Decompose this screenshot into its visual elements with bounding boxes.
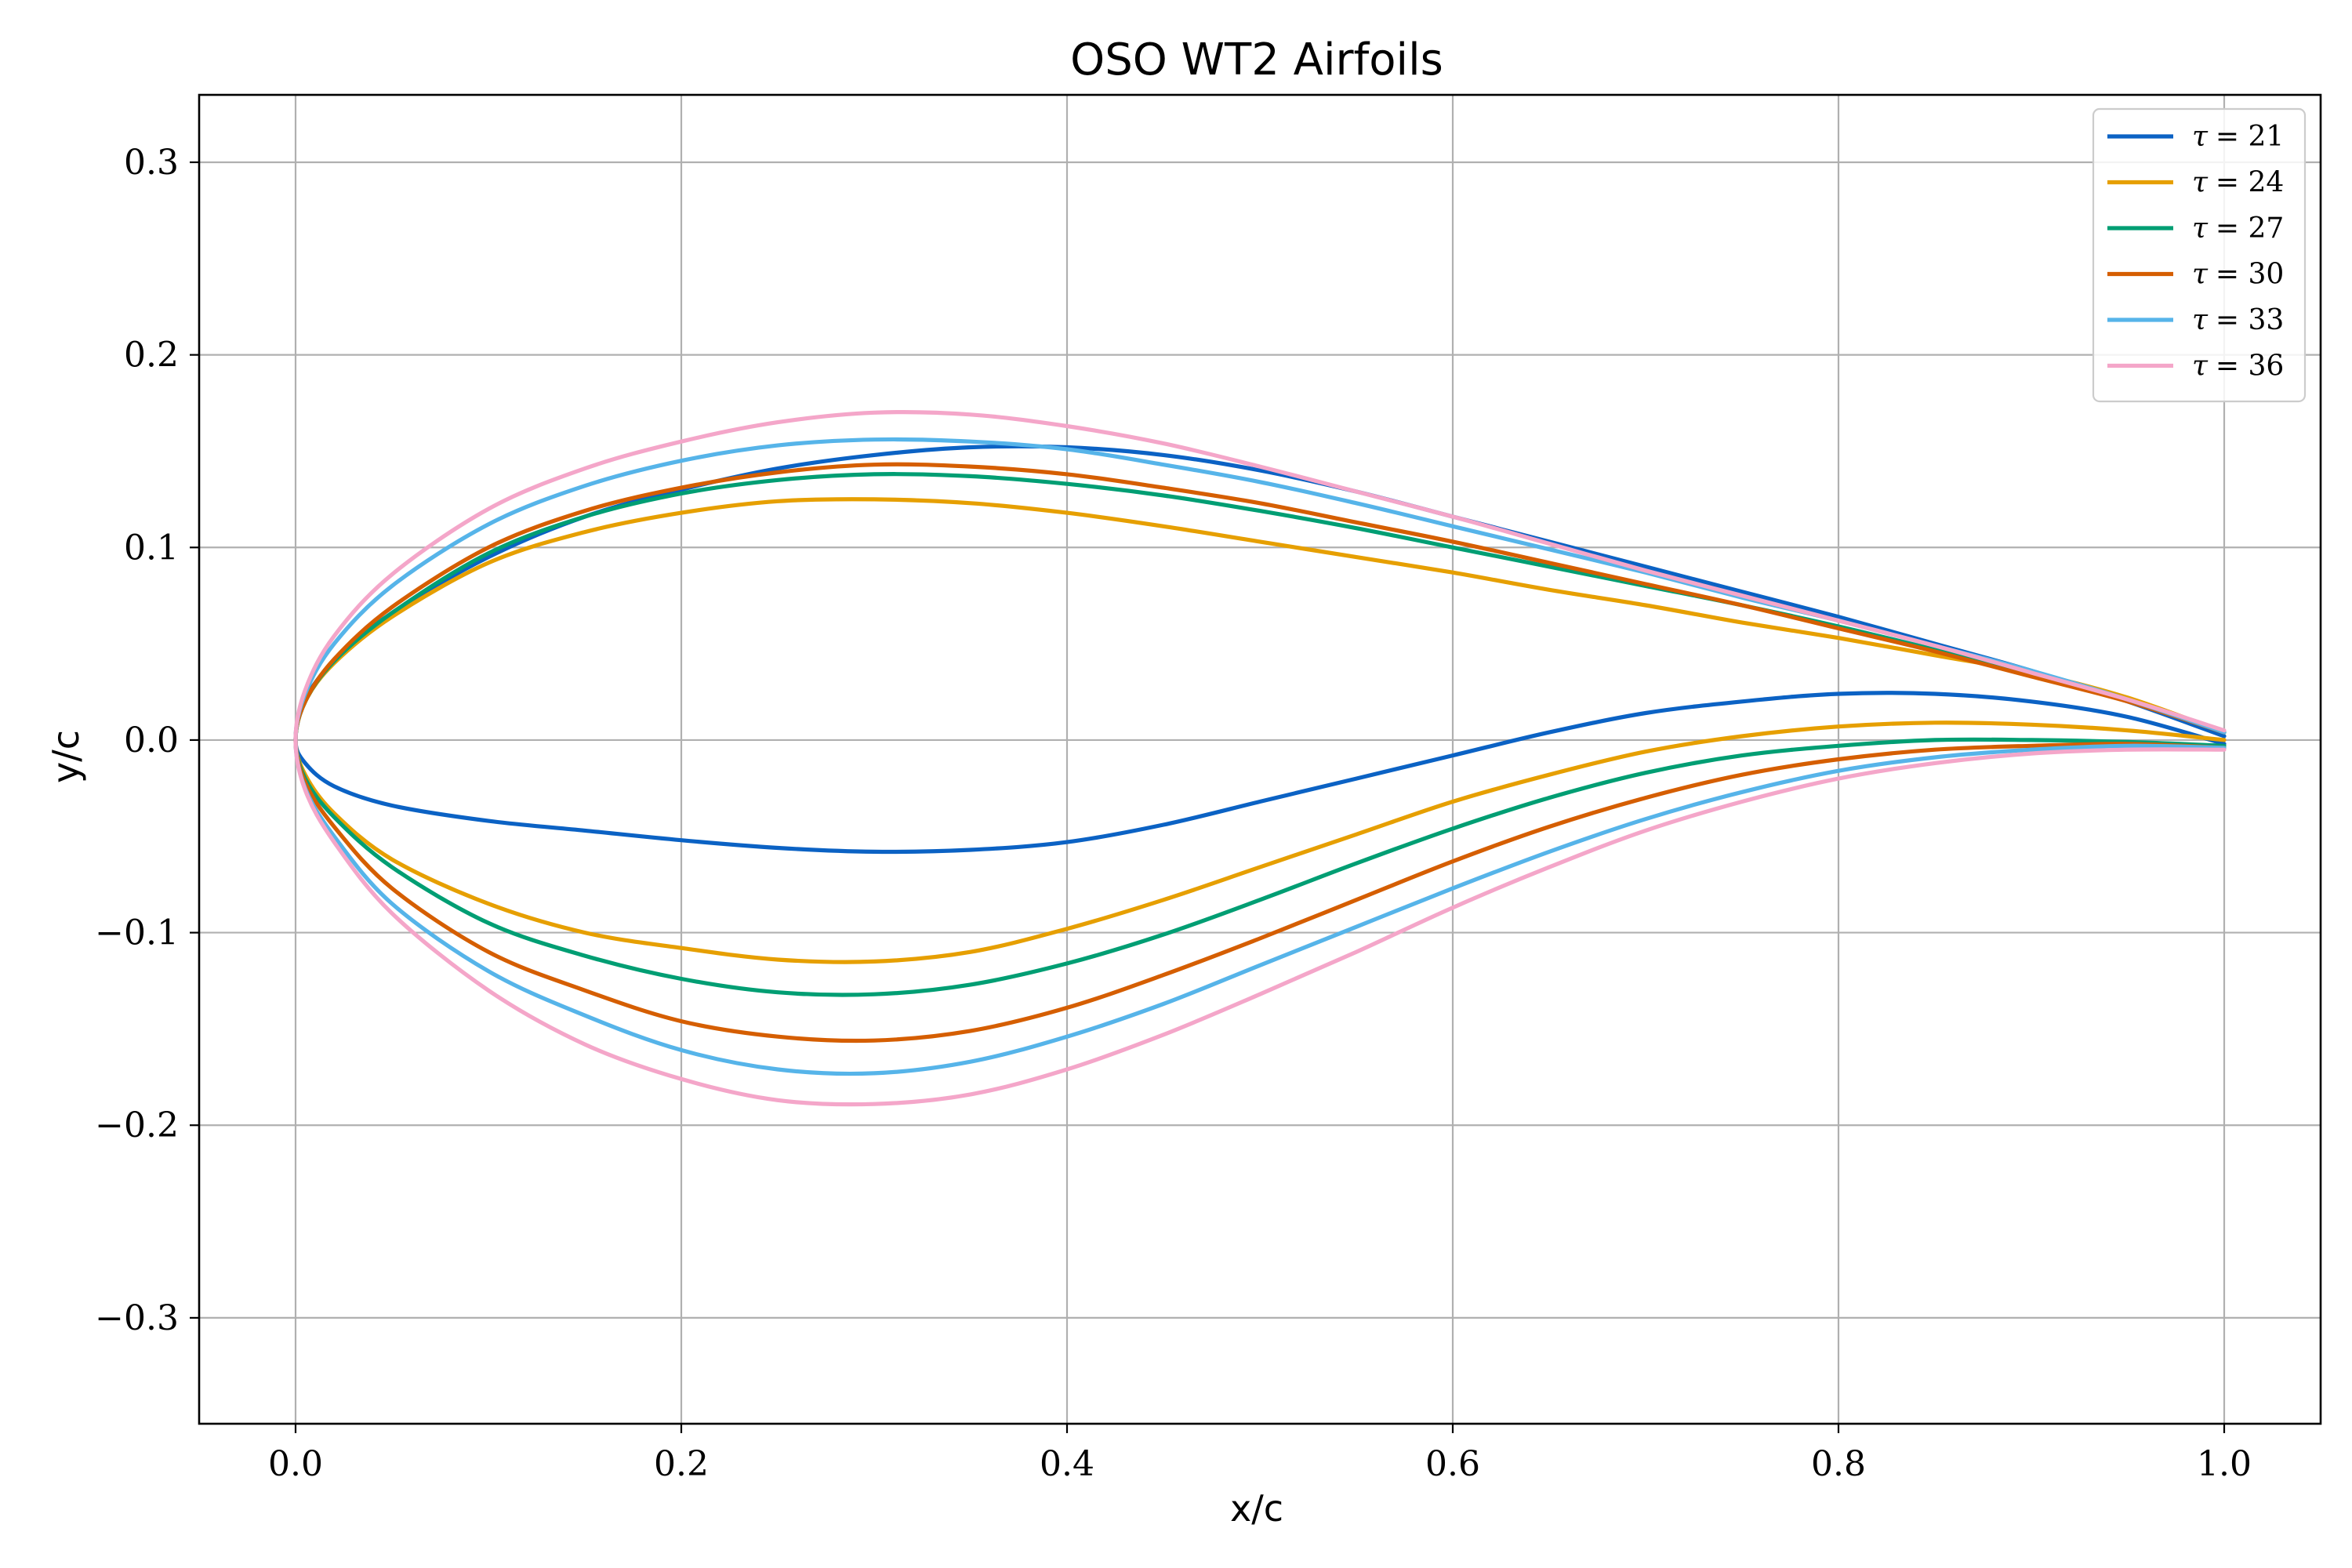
legend-entry-value: = 21	[2216, 121, 2284, 153]
x-axis-label: x/c	[1230, 1487, 1283, 1530]
legend-entry-symbol: τ	[2192, 350, 2209, 383]
legend-entry-label: τ = 21	[2192, 121, 2284, 153]
y-tick-label: −0.1	[95, 913, 179, 953]
legend-entry-value: = 33	[2216, 304, 2284, 336]
chart-title: OSO WT2 Airfoils	[1070, 34, 1443, 85]
legend: τ = 21τ = 24τ = 27τ = 30τ = 33τ = 36	[2092, 107, 2307, 403]
legend-entry-label: τ = 33	[2192, 304, 2284, 336]
series-lines	[293, 409, 2227, 1107]
legend-entry-value: = 27	[2216, 212, 2284, 245]
legend-entry-value: = 36	[2216, 350, 2284, 383]
series-line-6	[293, 409, 2227, 1107]
x-tick-label: 1.0	[2197, 1444, 2252, 1484]
legend-entry-symbol: τ	[2192, 212, 2209, 245]
y-tick-label: 0.1	[124, 528, 179, 568]
legend-entry-symbol: τ	[2192, 121, 2209, 153]
x-tick-label: 0.8	[1811, 1444, 1866, 1484]
axis-ticks: 0.0 0.2 0.4 0.6 0.8 1.0 −0.3 −0.2 −0.1 0.0 0.1 0.2 0…	[95, 143, 2252, 1484]
y-tick-label: −0.2	[95, 1105, 179, 1145]
x-tick-label: 0.6	[1425, 1444, 1480, 1484]
legend-entry-label: τ = 27	[2192, 212, 2284, 245]
legend-entry-symbol: τ	[2192, 167, 2209, 199]
legend-entry-symbol: τ	[2192, 304, 2209, 336]
y-tick-label: 0.2	[124, 336, 179, 376]
legend-entry-symbol: τ	[2192, 259, 2209, 291]
legend-entry-value: = 24	[2216, 167, 2284, 199]
legend-entry-label: τ = 30	[2192, 259, 2284, 291]
legend-entry-value: = 30	[2216, 259, 2284, 291]
plot-frame	[198, 93, 2322, 1425]
x-tick-label: 0.0	[268, 1444, 323, 1484]
x-tick-label: 0.4	[1040, 1444, 1094, 1484]
legend-entry-label: τ = 36	[2192, 350, 2284, 383]
y-tick-label: 0.0	[124, 720, 179, 760]
legend-entry-label: τ = 24	[2192, 167, 2284, 199]
y-axis-label: y/c	[45, 730, 87, 783]
y-tick-label: −0.3	[95, 1298, 179, 1338]
x-tick-label: 0.2	[654, 1444, 709, 1484]
y-tick-label: 0.3	[124, 143, 179, 183]
